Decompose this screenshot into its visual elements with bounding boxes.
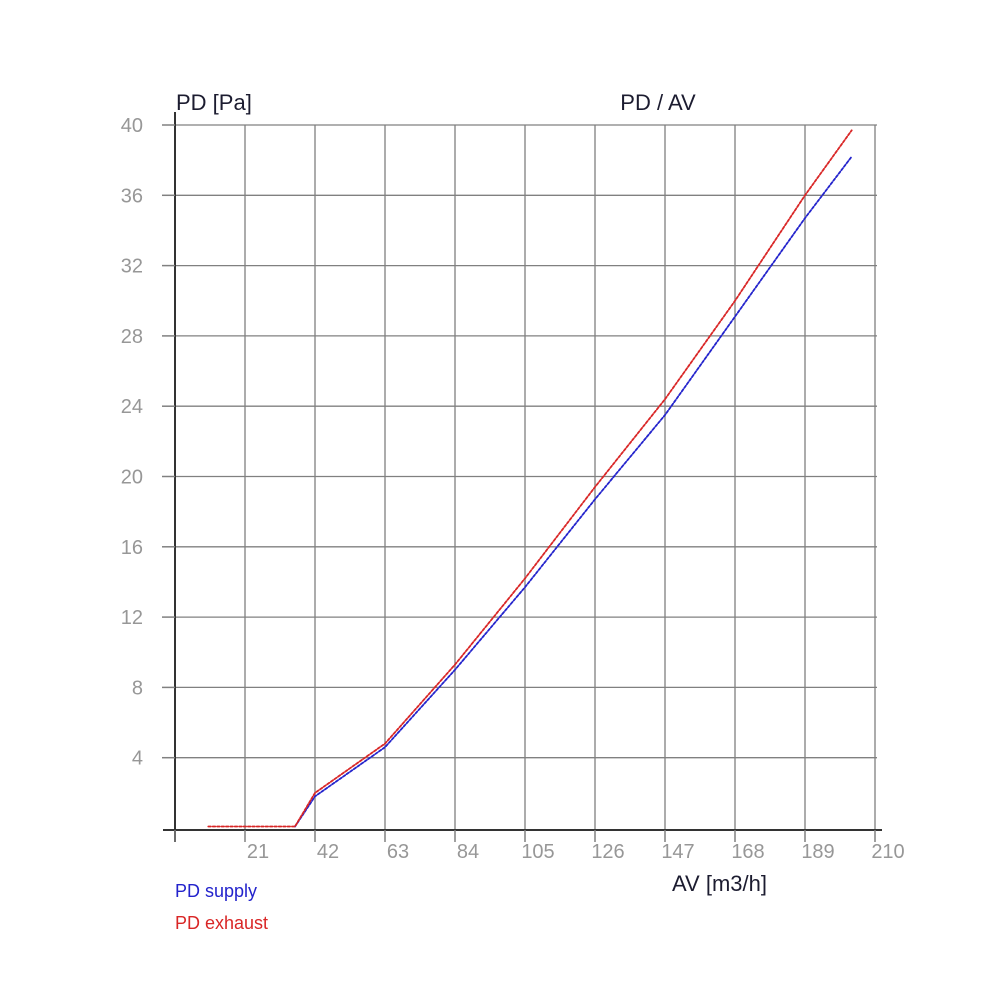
x-tick-label: 42 bbox=[317, 841, 339, 863]
y-tick-label: 8 bbox=[132, 677, 143, 699]
y-axis-title: PD [Pa] bbox=[176, 90, 252, 115]
y-tick-label: 32 bbox=[121, 256, 143, 278]
chart-title: PD / AV bbox=[620, 90, 696, 115]
tick-layer bbox=[162, 124, 876, 842]
y-tick-label: 28 bbox=[121, 326, 143, 348]
x-tick-label: 189 bbox=[801, 841, 834, 863]
tick-label-layer: 21 42 63 84 105 126 147 168 189 210 4 8 12 16 20 24 28 32… bbox=[121, 115, 905, 863]
y-tick-label: 12 bbox=[121, 607, 143, 629]
y-tick-label: 24 bbox=[121, 396, 143, 418]
x-tick-label: 126 bbox=[591, 841, 624, 863]
y-tick-label: 16 bbox=[121, 537, 143, 559]
pd-exhaust-line bbox=[207, 129, 853, 828]
x-tick-label: 168 bbox=[731, 841, 764, 863]
x-tick-label: 21 bbox=[247, 841, 269, 863]
y-tick-label: 36 bbox=[121, 185, 143, 207]
legend-supply-label: PD supply bbox=[175, 881, 257, 901]
x-axis-title: AV [m3/h] bbox=[672, 871, 767, 896]
grid-layer bbox=[175, 124, 877, 830]
y-tick-label: 40 bbox=[121, 115, 143, 137]
legend-exhaust-label: PD exhaust bbox=[175, 913, 268, 933]
x-tick-label: 147 bbox=[661, 841, 694, 863]
x-tick-label: 210 bbox=[871, 841, 904, 863]
x-tick-label: 105 bbox=[521, 841, 554, 863]
y-tick-label: 4 bbox=[132, 748, 143, 770]
x-tick-label: 84 bbox=[457, 841, 479, 863]
legend: PD supply PD exhaust bbox=[175, 881, 268, 933]
x-tick-label: 63 bbox=[387, 841, 409, 863]
pd-supply-line bbox=[294, 155, 853, 828]
y-tick-label: 20 bbox=[121, 467, 143, 489]
series-layer bbox=[207, 129, 853, 828]
